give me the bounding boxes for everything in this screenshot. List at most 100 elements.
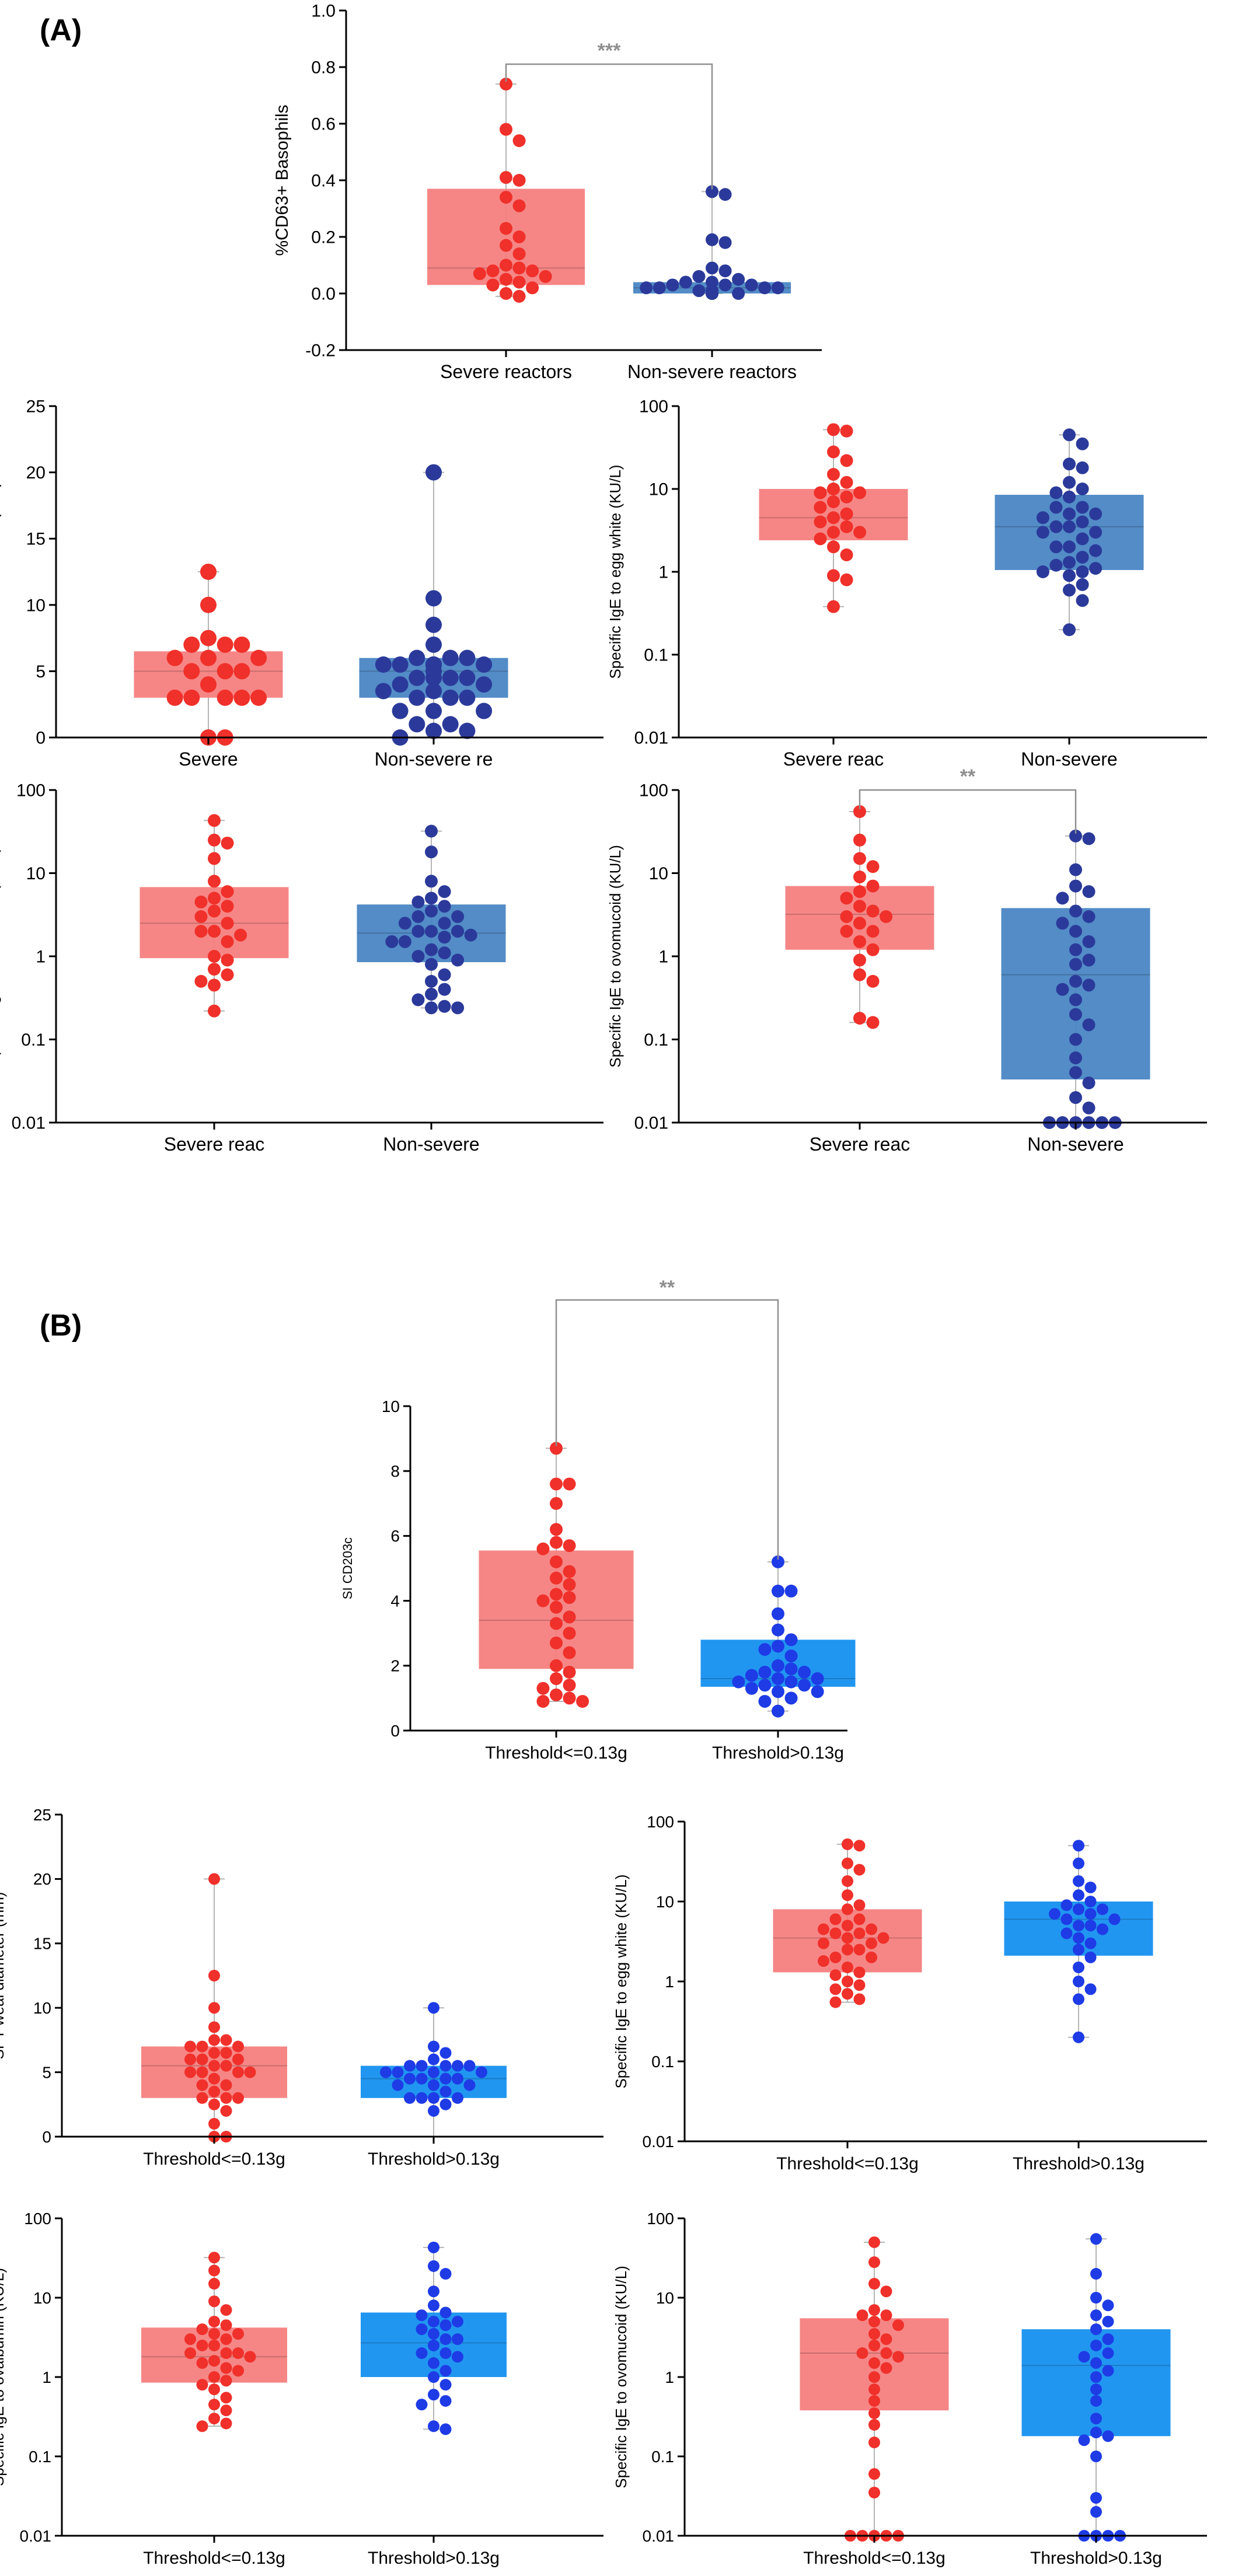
data-point [772,1555,784,1568]
data-point [428,2260,439,2272]
data-point [1076,550,1089,564]
data-point [818,1937,829,1949]
data-point [1049,486,1063,499]
data-point [550,1617,563,1630]
data-point [439,2395,452,2407]
data-point [1073,1889,1084,1902]
data-point [208,875,221,888]
significance-bracket [555,1299,779,1560]
data-point [380,2066,392,2078]
data-point [425,974,438,988]
data-point [550,1672,563,1686]
data-point [1090,2395,1102,2407]
data-point [772,1623,784,1637]
data-point [425,875,438,888]
data-point [1090,2323,1102,2336]
chart-b1: 0 2 4 6 8 10 Threshold<=0.13g Threshold>0.13g SI… [340,1277,856,1763]
data-point [1097,1903,1108,1916]
data-point [221,900,234,913]
data-point [220,2319,232,2332]
y-tick-label: 0.1 [644,646,668,665]
data-point [438,946,451,960]
data-point [452,2315,463,2327]
data-point [411,910,425,924]
data-point [829,1969,842,1981]
data-point [220,2304,232,2316]
data-point [1089,562,1103,575]
data-point [221,885,234,899]
data-point [563,1679,576,1692]
x-category-label: Threshold<=0.13g [485,1743,627,1763]
data-point [1073,1857,1084,1869]
data-point [563,1539,576,1553]
significance-bracket [859,789,1077,834]
data-point [486,264,500,278]
data-point [827,526,840,539]
y-tick-label: 25 [26,397,46,417]
data-point [439,2047,452,2059]
data-point [772,1672,784,1686]
data-point [853,900,866,913]
data-point [892,2319,904,2332]
data-point [536,1542,550,1556]
y-tick-label: 0.1 [651,2448,674,2466]
data-point [452,2060,463,2072]
data-point [853,1993,866,2005]
x-category-label: Non-severe [1027,1134,1124,1155]
data-point [1073,1961,1084,1973]
data-point [1049,501,1063,514]
data-point [476,2066,487,2078]
data-point [1090,2233,1102,2245]
data-point [439,2379,452,2391]
data-point [1082,978,1096,992]
data-point [784,1662,798,1676]
data-point [411,925,425,938]
data-point [868,2315,880,2327]
data-point [416,2092,428,2104]
data-point [853,852,866,865]
data-point [1082,832,1096,845]
data-point [1069,1066,1082,1079]
data-point [196,2079,208,2091]
data-point [732,287,745,300]
data-point [512,289,526,303]
data-point [221,917,234,930]
data-point [706,185,718,198]
data-point [220,2404,232,2417]
data-point [500,272,512,286]
data-point [500,191,512,204]
y-tick-label: 0.1 [651,2053,674,2071]
data-point [827,445,840,459]
y-tick-label: 10 [656,1893,674,1911]
y-tick-label: 20 [26,463,46,483]
data-point [200,564,217,580]
data-point [880,2347,892,2360]
data-point [1069,993,1082,1006]
data-point [576,1694,589,1708]
data-point [398,917,411,930]
data-point [745,278,758,292]
data-point [842,1903,853,1916]
panel-a-label: (A) [40,13,82,47]
data-point [692,284,706,298]
data-point [425,957,438,971]
data-point [208,2047,220,2059]
data-point [208,814,221,827]
data-point [1056,892,1069,905]
data-point [706,287,718,300]
y-tick-label: 0 [42,2128,51,2146]
data-point [232,2040,244,2053]
data-point [866,974,880,988]
data-point [166,689,183,706]
data-point [706,233,718,246]
data-point [196,2092,208,2104]
data-point [1090,2506,1102,2518]
data-point [1069,974,1082,988]
data-point [550,1588,563,1601]
data-point [398,935,411,948]
data-point [550,1536,563,1549]
data-point [1036,526,1049,539]
data-point [827,467,840,481]
y-tick-label: 10 [26,596,46,615]
